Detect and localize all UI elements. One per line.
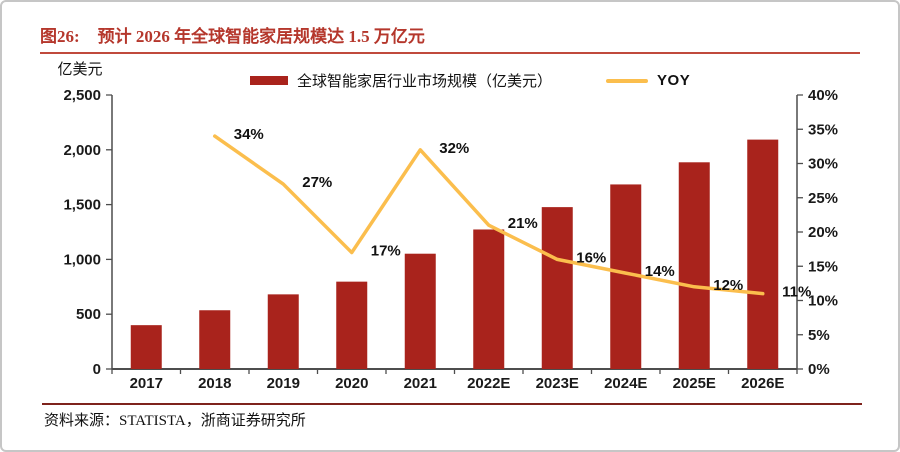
legend-item-yoy: YOY: [606, 72, 690, 89]
left-axis-tick-label: 0: [93, 361, 101, 378]
yoy-point-label-2026E: 11%: [782, 284, 811, 301]
yoy-point-label-2022E: 21%: [508, 215, 538, 232]
left-axis-tick-label: 1,000: [63, 251, 101, 268]
source-note: 资料来源：STATISTA，浙商证券研究所: [44, 413, 306, 429]
x-axis-category-label: 2026E: [741, 375, 784, 392]
right-axis-tick-label: 15%: [808, 258, 838, 275]
right-axis-tick-label: 25%: [808, 190, 838, 207]
left-axis-unit-label: 亿美元: [57, 61, 102, 78]
x-axis-category-label: 2024E: [604, 375, 647, 392]
x-axis-category-label: 2021: [404, 375, 437, 392]
yoy-point-label-2023E: 16%: [576, 249, 606, 266]
chart-canvas: 0 500 1,000 1,500 2,000 2,500 0% 5% 10% 15% 20% 25%…: [57, 61, 838, 392]
chart-legend: 全球智能家居行业市场规模（亿美元） YOY: [250, 70, 690, 91]
yoy-line: [213, 134, 765, 296]
yoy-point-label-2018: 34%: [234, 126, 264, 143]
figure-number: 图26:: [40, 27, 80, 46]
bar-series-swatch-icon: [250, 76, 288, 85]
yoy-point-label-2019: 27%: [302, 174, 332, 191]
x-axis-category-label: 2019: [267, 375, 300, 392]
bar-2018: [199, 310, 231, 369]
bar-2026E: [747, 139, 779, 369]
bar-2023E: [541, 207, 573, 369]
right-axis-tick-label: 40%: [808, 87, 838, 104]
figure-title: 预计 2026 年全球智能家居规模达 1.5 万亿元: [97, 27, 425, 46]
x-axis-category-label: 2020: [335, 375, 368, 392]
yoy-point-label-2025E: 12%: [713, 277, 743, 294]
bar-2022E: [473, 229, 505, 369]
x-axis-category-label: 2022E: [467, 375, 510, 392]
right-axis-tick-label: 35%: [808, 121, 838, 138]
legend-label-yoy: YOY: [657, 72, 691, 89]
right-axis-tick-label: 5%: [808, 327, 830, 344]
bar-2019: [267, 294, 299, 369]
yoy-point-label-2020: 17%: [371, 243, 401, 260]
line-series-swatch-icon: [606, 78, 649, 83]
bar-2021: [404, 253, 436, 369]
bar-2025E: [678, 162, 710, 369]
x-axis-category-label: 2023E: [536, 375, 579, 392]
figure-header: 图26: 预计 2026 年全球智能家居规模达 1.5 万亿元: [40, 22, 425, 47]
yoy-point-label-2021: 32%: [439, 140, 469, 157]
right-axis-tick-label: 20%: [808, 224, 838, 241]
left-axis-tick-label: 2,000: [63, 142, 101, 159]
legend-label-market-size: 全球智能家居行业市场规模（亿美元）: [297, 74, 553, 90]
left-axis-tick-label: 500: [76, 306, 101, 323]
left-axis-tick-label: 2,500: [63, 87, 101, 104]
right-axis-tick-label: 10%: [808, 293, 838, 310]
source-divider: [42, 403, 862, 405]
bar-2017: [130, 325, 162, 369]
yoy-point-label-2024E: 14%: [645, 263, 675, 280]
left-axis-tick-label: 1,500: [63, 197, 101, 214]
right-axis-tick-label: 0%: [808, 361, 830, 378]
legend-item-market-size: 全球智能家居行业市场规模（亿美元）: [250, 70, 552, 91]
right-axis-tick-label: 30%: [808, 156, 838, 173]
x-axis-category-label: 2017: [130, 375, 163, 392]
x-axis-category-label: 2025E: [673, 375, 716, 392]
title-divider: [40, 52, 860, 54]
x-axis-category-label: 2018: [198, 375, 231, 392]
bar-2020: [336, 281, 368, 369]
